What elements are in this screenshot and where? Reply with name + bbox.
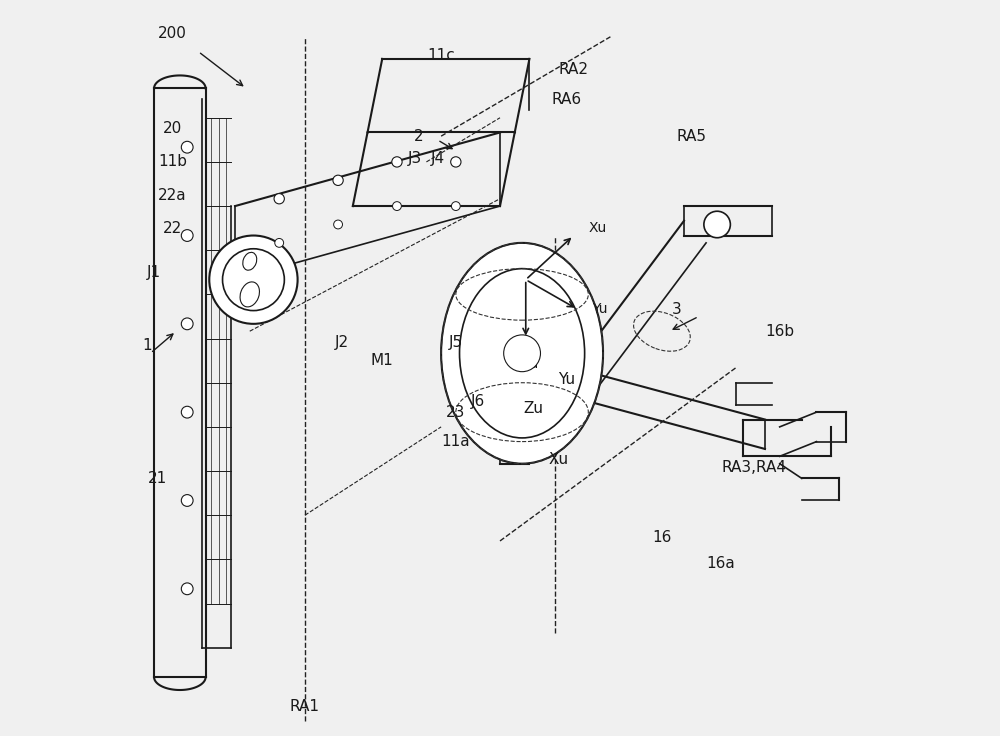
Circle shape — [181, 583, 193, 595]
Text: J2: J2 — [335, 335, 349, 350]
Circle shape — [333, 175, 343, 185]
Circle shape — [393, 202, 401, 210]
Text: Xu: Xu — [549, 453, 569, 467]
Text: 200: 200 — [158, 26, 187, 40]
Text: 3: 3 — [672, 302, 682, 316]
Ellipse shape — [441, 243, 603, 464]
Text: J1: J1 — [147, 265, 161, 280]
Text: RA6: RA6 — [551, 92, 581, 107]
Circle shape — [392, 157, 402, 167]
Text: 16b: 16b — [765, 324, 794, 339]
Text: 2: 2 — [414, 129, 424, 144]
Text: 23: 23 — [446, 405, 466, 420]
Text: Zu: Zu — [520, 357, 539, 371]
Circle shape — [504, 335, 540, 372]
Circle shape — [181, 230, 193, 241]
Text: J4: J4 — [430, 151, 445, 166]
Text: RA3,RA4: RA3,RA4 — [721, 460, 786, 475]
Text: J6: J6 — [471, 394, 485, 408]
Text: Zu: Zu — [523, 401, 543, 416]
Text: M1: M1 — [371, 353, 394, 368]
Circle shape — [451, 157, 461, 167]
Circle shape — [704, 211, 730, 238]
Circle shape — [274, 194, 284, 204]
Circle shape — [181, 495, 193, 506]
Text: J3: J3 — [408, 151, 422, 166]
Text: 11c: 11c — [427, 48, 455, 63]
Text: J5: J5 — [449, 335, 463, 350]
Ellipse shape — [240, 282, 259, 307]
Text: 16a: 16a — [706, 556, 735, 570]
Circle shape — [334, 220, 342, 229]
Ellipse shape — [460, 269, 585, 438]
Circle shape — [181, 406, 193, 418]
Circle shape — [223, 249, 284, 311]
Circle shape — [209, 236, 298, 324]
Text: 21: 21 — [148, 471, 167, 486]
Text: 11b: 11b — [158, 155, 187, 169]
Text: RA2: RA2 — [559, 63, 589, 77]
Text: 1: 1 — [142, 339, 152, 353]
Text: Yu: Yu — [592, 302, 608, 316]
Circle shape — [181, 141, 193, 153]
Text: 11a: 11a — [442, 434, 470, 449]
Text: RA1: RA1 — [290, 699, 320, 714]
Text: 22: 22 — [163, 221, 182, 236]
Text: Xu: Xu — [588, 221, 607, 236]
Text: 16: 16 — [652, 530, 672, 545]
Text: 20: 20 — [163, 121, 182, 136]
Ellipse shape — [243, 252, 257, 270]
Text: RA5: RA5 — [676, 129, 706, 144]
Circle shape — [451, 202, 460, 210]
Circle shape — [181, 318, 193, 330]
Circle shape — [275, 238, 284, 247]
Text: Yu: Yu — [558, 372, 575, 386]
Text: 22a: 22a — [158, 188, 187, 202]
